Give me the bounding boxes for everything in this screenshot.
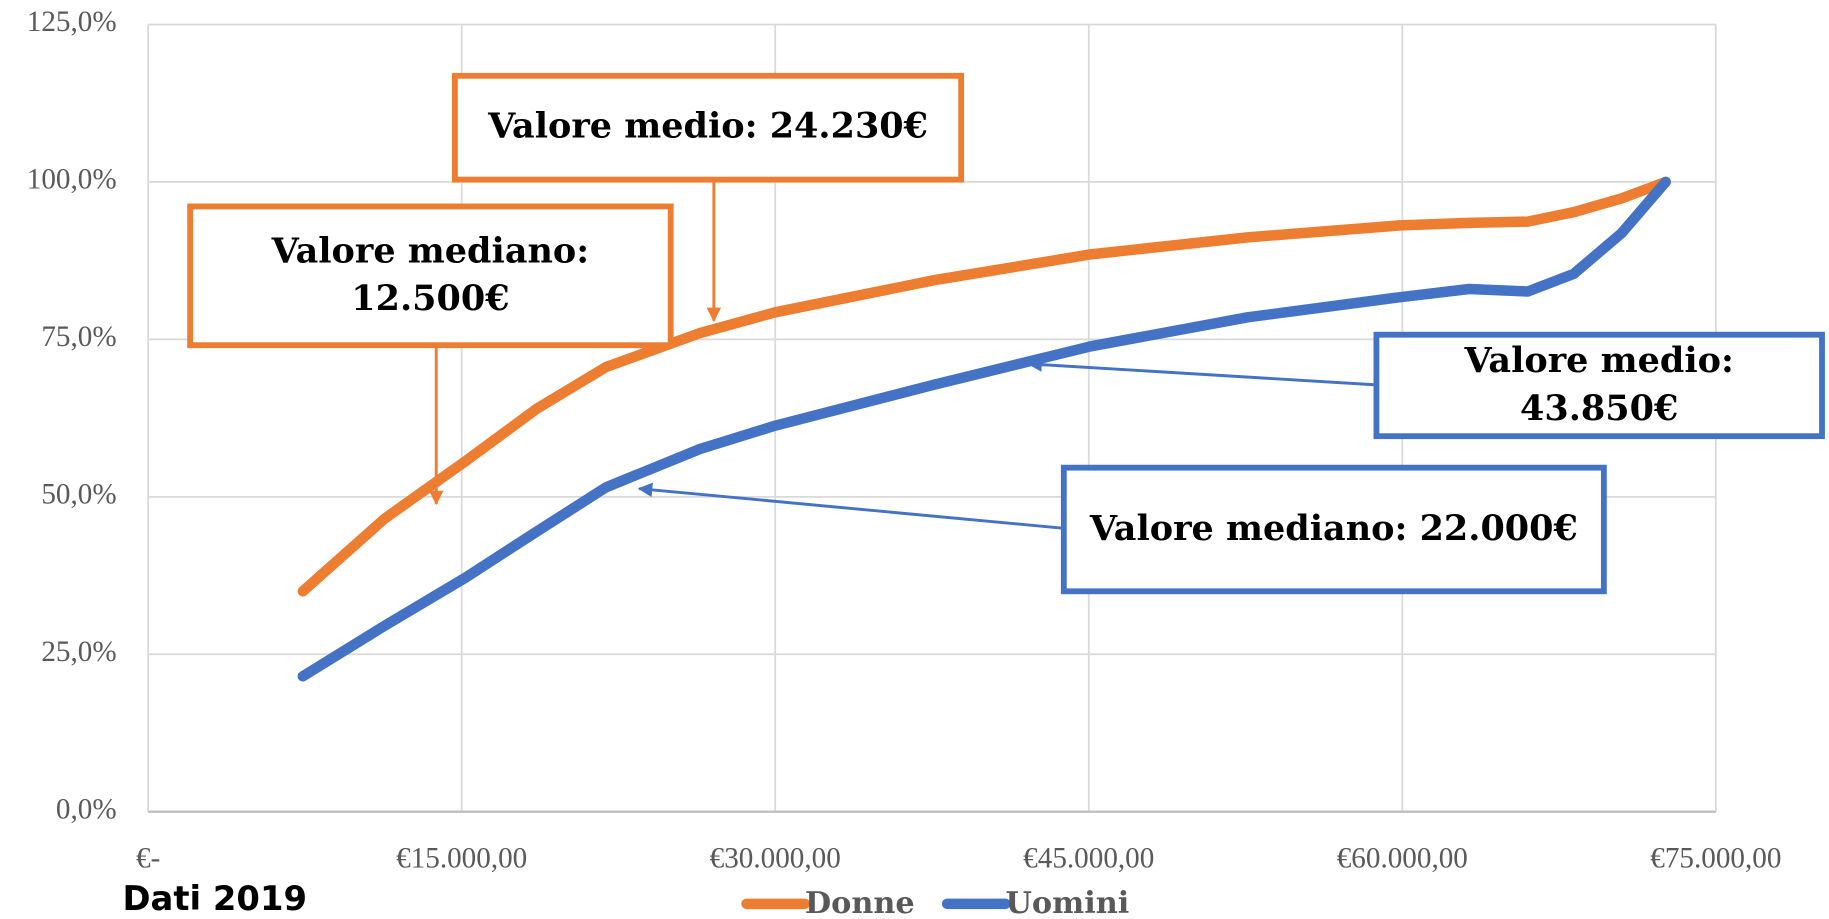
x-tick-label: €15.000,00	[396, 842, 527, 874]
annotation-text: Valore medio: 24.230€	[488, 106, 928, 148]
x-tick-label: €60.000,00	[1337, 842, 1468, 874]
x-tick-label: €75.000,00	[1650, 842, 1781, 874]
annotation-arrow	[1027, 357, 1377, 387]
y-tick-label: 50,0%	[41, 479, 116, 511]
annotation-box	[1373, 331, 1825, 440]
annotation-container: Valore medio: 24.230€	[488, 106, 928, 148]
annotation-box	[187, 203, 674, 349]
annotation-text: Valore medio: 43.850€	[1464, 340, 1734, 429]
annotation-arrow	[637, 482, 1064, 530]
x-tick-label: €-	[136, 842, 160, 874]
legend-label: Uomini	[1005, 886, 1129, 919]
annotation-container: Valore mediano: 22.000€	[1089, 508, 1578, 550]
annotation-text: Valore mediano: 12.500€	[271, 230, 590, 319]
x-tick-label: €45.000,00	[1023, 842, 1154, 874]
data-line	[297, 176, 1671, 682]
y-tick-label: 25,0%	[41, 636, 116, 668]
y-tick-label: 75,0%	[41, 321, 116, 353]
annotation-container: Valore mediano: 12.500€	[271, 230, 590, 319]
annotation-container: Valore medio: 43.850€	[1464, 340, 1734, 429]
note: Dati 2019	[122, 879, 307, 918]
x-tick-label: €30.000,00	[710, 842, 841, 874]
y-tick-label: 100,0%	[27, 164, 117, 196]
annotation-box	[1060, 464, 1607, 595]
data-line	[297, 176, 1671, 597]
y-tick-label: 0,0%	[56, 793, 117, 825]
annotation-text: Valore mediano: 22.000€	[1089, 508, 1578, 550]
legend-label: Donne	[805, 886, 915, 919]
y-tick-label: 125,0%	[27, 6, 117, 38]
annotation-box	[452, 72, 965, 183]
